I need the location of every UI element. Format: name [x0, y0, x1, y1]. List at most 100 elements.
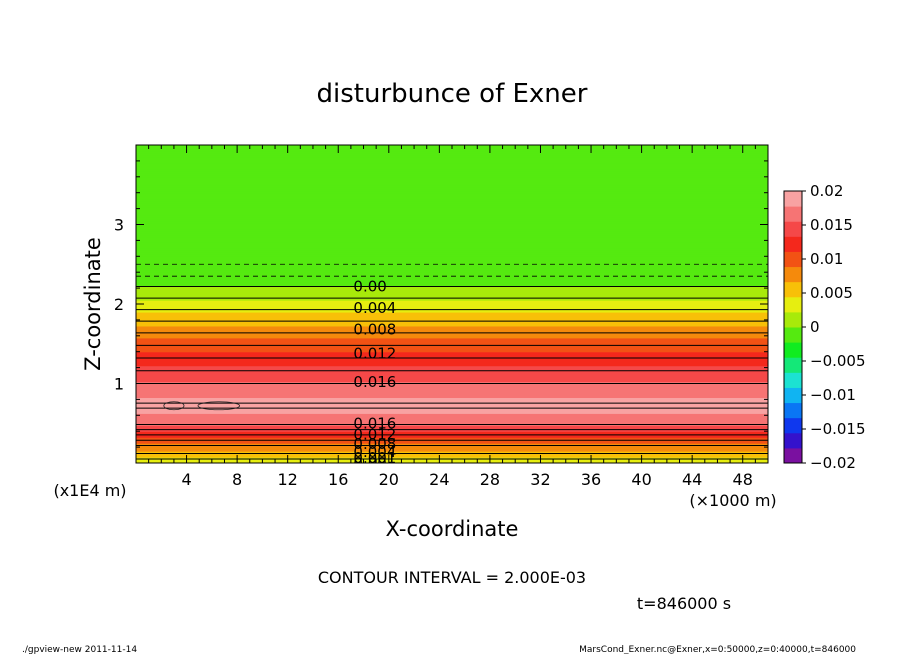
color-band	[136, 309, 768, 313]
color-band	[136, 431, 768, 434]
contour-loop	[163, 401, 185, 411]
colorbar-label: 0.01	[810, 250, 843, 268]
contour-label: 0.004	[353, 443, 396, 461]
color-band	[136, 377, 768, 381]
color-bands	[136, 145, 768, 463]
color-band	[136, 256, 768, 259]
color-band	[136, 296, 768, 299]
color-band	[136, 156, 768, 160]
color-band	[136, 210, 768, 214]
contour-loop	[197, 401, 241, 411]
x-tick-label: 28	[480, 470, 500, 489]
color-band	[136, 347, 768, 351]
color-band	[136, 363, 768, 367]
color-band	[136, 327, 768, 331]
color-band	[136, 244, 768, 247]
color-band	[136, 339, 768, 343]
color-band	[136, 335, 768, 339]
color-band	[136, 252, 768, 255]
color-band	[136, 425, 768, 428]
color-band	[136, 421, 768, 424]
color-band	[136, 304, 768, 307]
color-band	[136, 160, 768, 164]
colorbar-swatch	[784, 342, 802, 358]
color-band	[136, 282, 768, 285]
contour-label: 0.001	[353, 449, 396, 467]
color-band	[136, 313, 768, 317]
color-band	[136, 170, 768, 174]
colorbar: 0.02 0.015 0.01 0.005 0 −0.005 −0.01 −0.015 −0.0…	[783, 182, 866, 472]
color-band	[136, 449, 768, 452]
color-band	[136, 164, 768, 168]
colorbar-label: −0.015	[810, 420, 866, 438]
color-band	[136, 154, 768, 158]
chart-title: disturbunce of Exner	[317, 79, 588, 109]
x-tick-label: 4	[181, 470, 191, 489]
color-band	[136, 194, 768, 198]
color-band	[136, 361, 768, 365]
color-band	[136, 192, 768, 196]
color-band	[136, 397, 768, 400]
color-band	[136, 345, 768, 349]
colorbar-swatch	[784, 221, 802, 237]
color-band	[136, 152, 768, 156]
color-band	[136, 190, 768, 194]
color-band	[136, 180, 768, 184]
x-tick-label: 16	[328, 470, 348, 489]
color-band	[136, 232, 768, 236]
color-band	[136, 288, 768, 291]
color-band	[136, 204, 768, 208]
x-tick-label: 8	[232, 470, 242, 489]
color-band	[136, 148, 768, 152]
color-band	[136, 353, 768, 357]
color-band	[136, 429, 768, 432]
color-band	[136, 258, 768, 261]
color-band	[136, 329, 768, 333]
color-band	[136, 399, 768, 402]
color-band	[136, 417, 768, 420]
color-band	[136, 387, 768, 391]
colorbar-swatch	[784, 447, 802, 464]
x-tick-label: 48	[733, 470, 753, 489]
color-band	[136, 305, 768, 309]
color-band	[136, 222, 768, 226]
x-tick-label: 12	[278, 470, 298, 489]
colorbar-label: 0.015	[810, 216, 853, 234]
color-band	[136, 290, 768, 293]
footer-left: ./gpview-new 2011-11-14	[22, 645, 137, 654]
colorbar-label: −0.02	[810, 454, 856, 472]
color-band	[136, 150, 768, 154]
color-band	[136, 248, 768, 251]
color-band	[136, 317, 768, 321]
color-band	[136, 230, 768, 234]
color-band	[136, 441, 768, 444]
color-band	[136, 391, 768, 395]
x-tick-label: 40	[631, 470, 651, 489]
color-band	[136, 264, 768, 267]
negative-contour-lines	[136, 263, 768, 277]
color-band	[136, 178, 768, 182]
color-band	[136, 246, 768, 249]
color-band	[136, 206, 768, 210]
x-axis-label: X-coordinate	[386, 517, 519, 541]
color-band	[136, 280, 768, 283]
y-tick-label: 2	[114, 295, 124, 314]
plot-area: 0.000.0040.0080.0120.0160.0160.0120.0080…	[136, 145, 768, 472]
color-band	[136, 341, 768, 345]
color-band	[136, 220, 768, 224]
color-band	[136, 393, 768, 397]
contour-label: 0.00	[353, 454, 386, 472]
color-band	[136, 323, 768, 327]
colorbar-swatch	[784, 327, 802, 343]
contour-label: 0.004	[353, 299, 396, 317]
color-band	[136, 274, 768, 277]
color-band	[136, 278, 768, 281]
color-band	[136, 270, 768, 273]
color-band	[136, 284, 768, 287]
contour-label: 0.012	[353, 344, 396, 362]
color-band	[136, 383, 768, 387]
color-band	[136, 202, 768, 206]
contour-interval-text: CONTOUR INTERVAL = 2.000E-03	[318, 568, 586, 587]
color-band	[136, 405, 768, 408]
